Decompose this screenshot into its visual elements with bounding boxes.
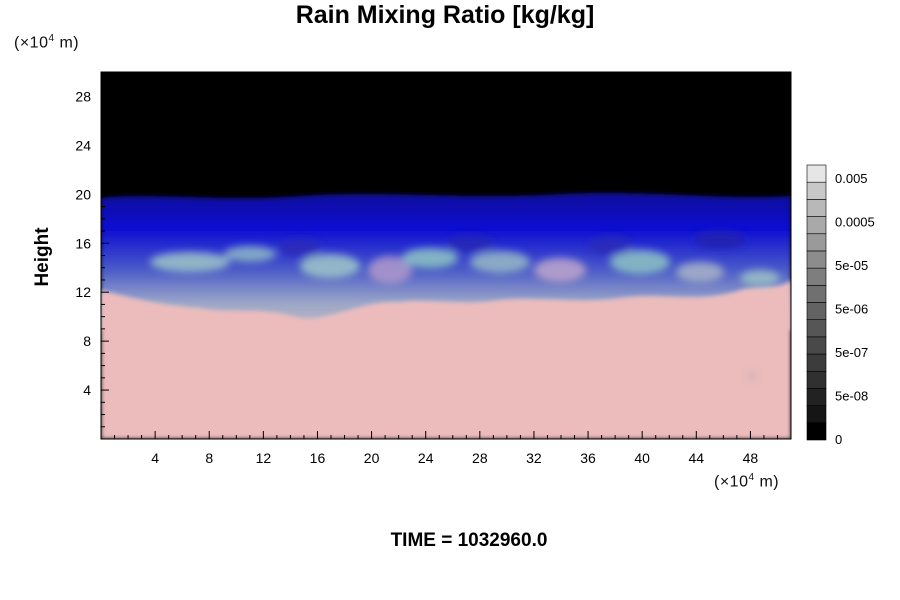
x-tick-label: 24 xyxy=(418,450,434,466)
colorbar-level xyxy=(806,422,827,441)
colorbar-level xyxy=(806,164,827,183)
colorbar-level xyxy=(806,370,827,389)
colorbar-label: 0 xyxy=(835,432,842,447)
x-tick-label: 36 xyxy=(580,450,596,466)
colorbar-level xyxy=(806,250,827,269)
colorbar-level xyxy=(806,216,827,235)
x-tick-label: 8 xyxy=(205,450,213,466)
y-tick-label: 4 xyxy=(83,382,91,398)
y-tick-label: 28 xyxy=(75,88,91,104)
x-tick-label: 12 xyxy=(256,450,272,466)
y-tick-label: 24 xyxy=(75,137,91,153)
colorbar-label: 5e-07 xyxy=(835,345,868,360)
colorbar-level xyxy=(806,388,827,406)
colorbar-level xyxy=(806,302,827,320)
time-annotation: TIME = 1032960.0 xyxy=(390,530,548,551)
y-tick-label: 16 xyxy=(75,235,91,251)
y-axis: 4 8 12 16 20 24 28 xyxy=(75,83,109,428)
x-axis-unit-note: (×104 m) xyxy=(714,472,780,491)
x-tick-label: 44 xyxy=(689,450,705,466)
x-axis: 4 8 12 16 20 24 28 32 36 40 44 48 xyxy=(114,431,778,466)
colorbar-label: 5e-05 xyxy=(835,258,868,273)
x-tick-label: 28 xyxy=(472,450,488,466)
x-tick-label: 20 xyxy=(364,450,380,466)
x-tick-label: 48 xyxy=(743,450,759,466)
x-tick-label: 4 xyxy=(151,450,159,466)
colorbar-label: 5e-08 xyxy=(835,389,868,404)
colorbar-level xyxy=(806,336,827,355)
colorbar-level xyxy=(806,267,827,286)
x-tick-label: 32 xyxy=(526,450,542,466)
lower-region xyxy=(101,280,791,439)
colorbar-level xyxy=(806,353,827,372)
turbulent-eddies xyxy=(150,231,780,382)
colorbar-level xyxy=(806,181,827,200)
y-tick-label: 20 xyxy=(75,186,91,202)
chart-title: Rain Mixing Ratio [kg/kg] xyxy=(295,1,595,29)
colorbar-level xyxy=(806,233,827,252)
colorbar-level xyxy=(806,319,827,338)
heatmap-field xyxy=(101,72,791,439)
x-tick-label: 40 xyxy=(634,450,650,466)
colorbar-label: 5e-06 xyxy=(835,302,868,317)
colorbar-label: 0.005 xyxy=(835,171,868,186)
y-tick-label: 8 xyxy=(83,333,91,349)
y-axis-unit-note: (×104 m) xyxy=(14,33,80,52)
y-tick-label: 12 xyxy=(75,284,91,300)
colorbar: 0.005 0.0005 5e-05 5e-06 5e-07 5e-08 0 xyxy=(806,164,875,447)
colorbar-level xyxy=(806,285,827,303)
colorbar-label: 0.0005 xyxy=(835,215,875,230)
colorbar-level xyxy=(806,199,827,217)
x-tick-label: 16 xyxy=(310,450,326,466)
colorbar-level xyxy=(806,405,827,424)
